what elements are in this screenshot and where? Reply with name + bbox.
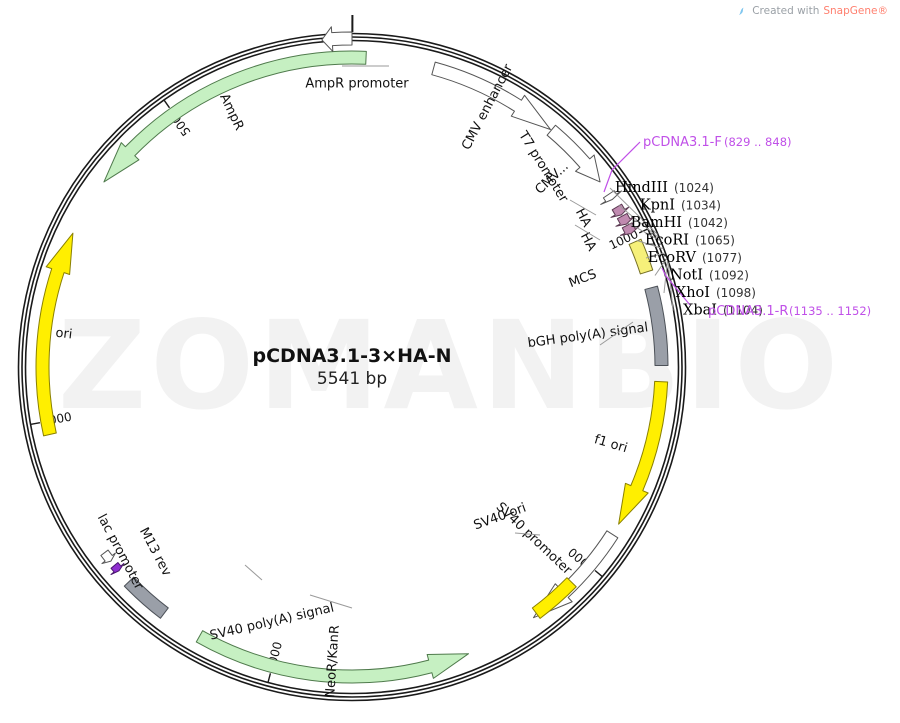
leader-line — [514, 532, 541, 536]
leader-lines — [244, 65, 691, 609]
primer-name: pCDNA3.1-F — [643, 135, 722, 150]
plasmid-size: 5541 bp — [317, 369, 387, 389]
restriction-site[interactable]: EcoRV (1077) — [648, 250, 742, 266]
restriction-site-position: (1065) — [695, 234, 735, 248]
snapgene-credit: Created with SnapGene® — [737, 5, 888, 17]
site-leader-line — [654, 258, 668, 276]
feature-f1-ori[interactable] — [618, 380, 669, 525]
feature-lac-promoter[interactable] — [100, 549, 116, 565]
leader-line — [569, 199, 597, 216]
primer[interactable]: pCDNA3.1-F (829 .. 848) — [643, 135, 792, 150]
restriction-site-name: BamHI — [631, 215, 682, 231]
restriction-site[interactable]: EcoRI (1065) — [645, 233, 735, 249]
restriction-site-position: (1092) — [709, 269, 749, 283]
tick-mark — [30, 422, 41, 425]
restriction-site-position: (1077) — [702, 251, 742, 265]
restriction-site[interactable]: BamHI (1042) — [631, 215, 728, 231]
feature-ha-tag-3[interactable] — [620, 222, 640, 236]
site-leader-line — [627, 222, 661, 242]
restriction-site[interactable]: XhoI (1098) — [676, 285, 756, 301]
feature-mcs[interactable] — [628, 238, 654, 275]
feature-label: HA — [572, 206, 594, 230]
feature-cmv-enhancer[interactable] — [431, 61, 551, 131]
restriction-site-name: EcoRI — [645, 233, 689, 249]
feature-arcs — [35, 26, 669, 684]
feature-label: HA — [577, 230, 599, 254]
feature-ampr-promoter[interactable] — [321, 26, 353, 52]
site-leader-line — [636, 240, 664, 250]
restriction-site-position: (1042) — [688, 216, 728, 230]
restriction-site[interactable]: NotI (1092) — [670, 268, 749, 284]
restriction-site[interactable]: HindIII (1024) — [615, 180, 714, 196]
feature-sv40-poly-a-signal[interactable] — [123, 576, 169, 619]
feature-label: ori — [55, 326, 74, 343]
feature-bgh-poly-a-signal[interactable] — [644, 285, 669, 367]
primer[interactable]: pCDNA3.1-R (1135 .. 1152) — [708, 304, 871, 319]
restriction-site-name: XbaI — [683, 303, 717, 319]
leader-line — [244, 564, 263, 581]
feature-ha-tag-2[interactable] — [615, 212, 635, 227]
feature-label: AmpR — [216, 91, 246, 133]
site-leader-line — [667, 262, 674, 311]
feature-label: NeoR/KanR — [323, 625, 343, 698]
credit-brand: SnapGene® — [823, 5, 888, 17]
restriction-site-position: (1024) — [674, 181, 714, 195]
restriction-site-name: EcoRV — [648, 250, 697, 266]
restriction-site-list: HindIII (1024) KpnI (1034) BamHI (1042) EcoRI (… — [615, 180, 763, 319]
restriction-site-position: (1034) — [681, 199, 721, 213]
site-leader-line — [663, 260, 668, 294]
feature-label: AmpR promoter — [305, 77, 409, 92]
restriction-site-name: HindIII — [615, 180, 668, 196]
leader-line — [599, 321, 634, 346]
site-leader-line — [618, 205, 660, 239]
feature-ha-tag-1[interactable] — [610, 203, 630, 218]
feature-sv40-ori[interactable] — [531, 577, 577, 619]
site-leader-line — [609, 187, 658, 235]
leader-line — [574, 224, 601, 241]
restriction-site-position: (1104) — [723, 304, 763, 318]
restriction-site-position: (1098) — [716, 286, 756, 300]
feature-label: M13 rev — [136, 525, 174, 579]
feature-label: SV40 poly(A) signal — [208, 600, 335, 643]
site-leader-line — [645, 252, 665, 259]
primer-f-leader — [603, 141, 641, 193]
tick-mark — [594, 569, 603, 577]
primer-labels: pCDNA3.1-F (829 .. 848) pCDNA3.1-R (1135 ..… — [643, 135, 871, 319]
primer-name: pCDNA3.1-R — [708, 304, 788, 319]
feature-m13-rev[interactable] — [110, 562, 125, 576]
primer-position: (829 .. 848) — [724, 135, 792, 149]
primer-position: (1135 .. 1152) — [789, 304, 871, 318]
feature-cmv-promoter[interactable] — [546, 124, 601, 183]
tick-mark — [267, 673, 272, 683]
restriction-site-name: KpnI — [640, 198, 675, 214]
leader-line — [309, 594, 353, 609]
restriction-site[interactable]: XbaI (1104) — [683, 303, 763, 319]
feature-label: MCS — [567, 267, 599, 291]
watermark: ZOMANBIO — [58, 295, 842, 437]
page-title: pCDNA3.1-3×HA-N — [253, 345, 452, 367]
restriction-site-name: NotI — [670, 268, 703, 284]
credit-text: Created with — [752, 5, 820, 17]
restriction-site-name: XhoI — [676, 285, 710, 301]
restriction-site[interactable]: KpnI (1034) — [640, 198, 721, 214]
tick-mark — [163, 100, 171, 109]
feature-neor-kanr[interactable] — [195, 630, 470, 684]
primer-r-leader — [661, 267, 691, 306]
snapgene-logo-icon — [739, 7, 744, 15]
feature-label: lac promoter — [94, 512, 147, 593]
feature-ori[interactable] — [35, 232, 74, 437]
feature-ampr[interactable] — [103, 50, 367, 183]
